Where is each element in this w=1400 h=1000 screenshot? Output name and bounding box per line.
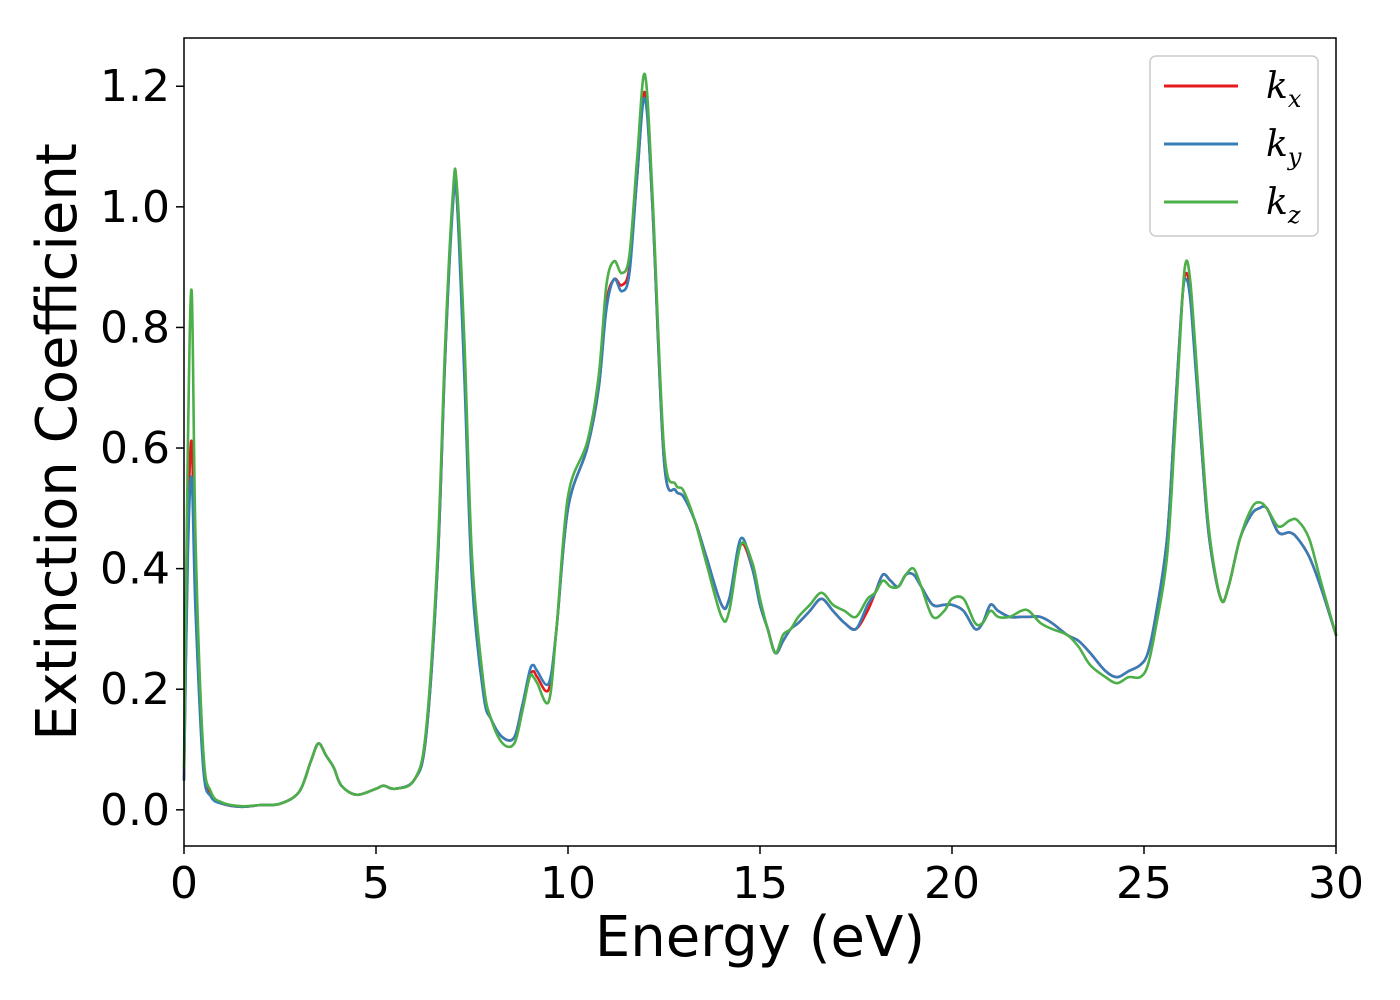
x-tick-label: 30 [1308,858,1364,909]
series-line-z [182,72,1338,808]
y-axis-label: Extinction Coefficient [25,143,90,741]
x-axis-label: Energy (eV) [595,905,925,970]
legend: kx ky kz [1149,55,1319,237]
x-axis: 0 5 10 15 20 25 30 [170,846,1364,909]
legend-label-x: kx [1266,66,1302,113]
y-tick-label: 0.0 [100,785,170,836]
y-tick-label: 0.2 [100,664,170,715]
y-tick-label: 0.6 [100,423,170,474]
y-tick-label: 1.0 [100,182,170,233]
x-tick-label: 0 [170,858,198,909]
x-tick-label: 15 [732,858,788,909]
y-tick-label: 0.8 [100,302,170,353]
legend-label-z: kz [1266,182,1301,229]
x-tick-label: 5 [362,858,390,909]
y-axis: 0.0 0.2 0.4 0.6 0.8 1.0 1.2 [100,61,184,836]
series-layer [182,72,1338,809]
y-tick-label: 1.2 [100,61,170,112]
x-tick-label: 10 [540,858,596,909]
y-tick-label: 0.4 [100,544,170,595]
x-tick-label: 20 [924,858,980,909]
legend-label-y: ky [1266,124,1302,171]
legend-box [1149,55,1319,237]
x-tick-label: 25 [1116,858,1172,909]
